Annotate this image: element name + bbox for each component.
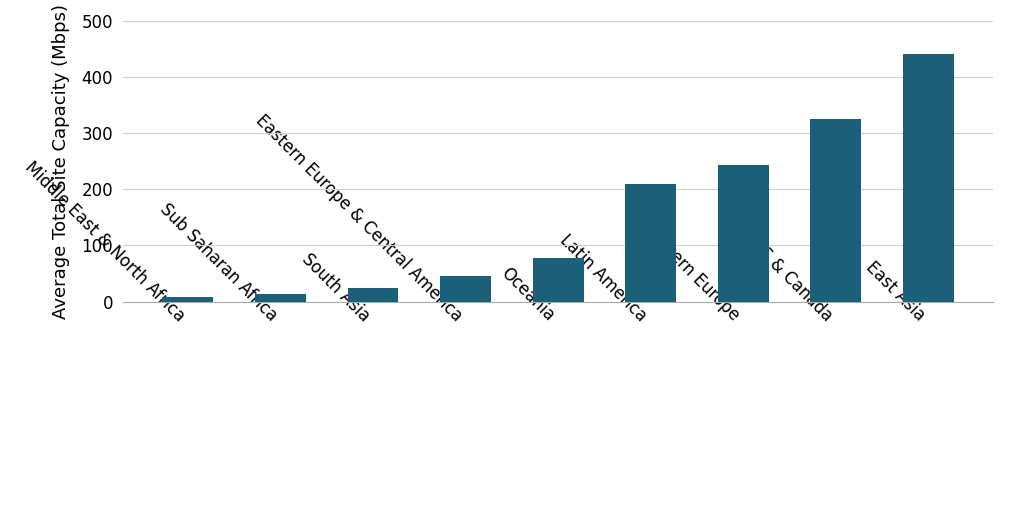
Bar bbox=[810, 119, 861, 302]
Bar bbox=[532, 258, 584, 302]
Bar bbox=[440, 276, 490, 302]
Bar bbox=[163, 297, 213, 302]
Bar bbox=[347, 288, 398, 302]
Bar bbox=[255, 294, 306, 302]
Bar bbox=[626, 184, 676, 302]
Bar bbox=[903, 55, 953, 302]
Y-axis label: Average Total Site Capacity (Mbps): Average Total Site Capacity (Mbps) bbox=[52, 4, 71, 319]
Bar bbox=[718, 165, 769, 302]
